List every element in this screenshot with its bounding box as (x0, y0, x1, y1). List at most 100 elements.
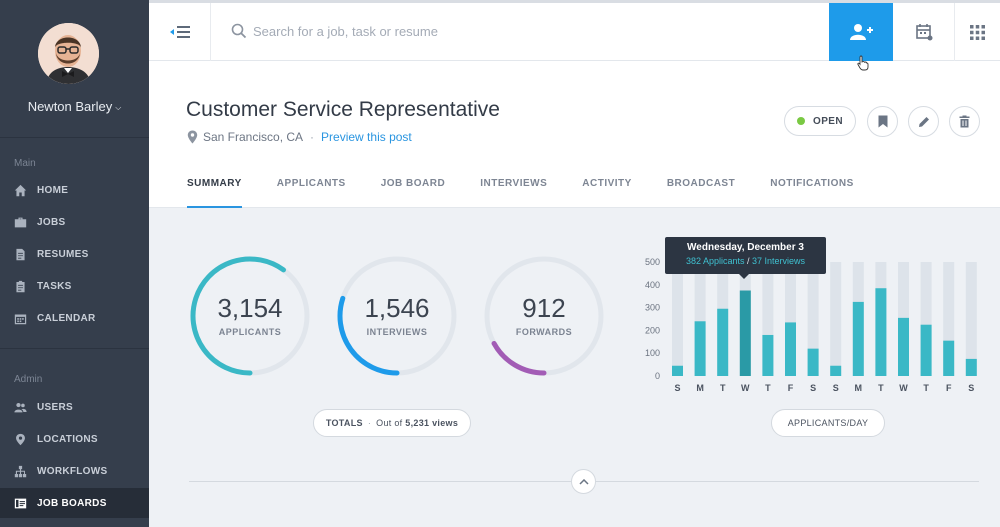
grid-icon (970, 24, 985, 40)
bar-track (807, 262, 819, 376)
tooltip-separator: / (747, 256, 750, 266)
status-label: OPEN (813, 115, 843, 127)
tab-activity[interactable]: ACTIVITY (582, 178, 632, 189)
bar[interactable] (943, 340, 955, 376)
job-location: San Francisco, CA (203, 130, 304, 144)
preview-post-link[interactable]: Preview this post (321, 130, 412, 144)
job-board-icon (14, 498, 27, 508)
bar[interactable] (965, 358, 977, 376)
tooltip-interviews: 37 Interviews (752, 256, 806, 266)
schedule-button[interactable] (893, 3, 955, 61)
users-icon (14, 402, 27, 412)
bar[interactable] (694, 321, 706, 376)
bar[interactable] (920, 324, 932, 376)
y-tick-label: 0 (655, 371, 660, 381)
bar[interactable] (807, 348, 819, 376)
sidebar-item-locations[interactable]: LOCATIONS (0, 424, 149, 454)
sidebar-item-resumes[interactable]: RESUMES (0, 239, 149, 269)
menu-toggle-button[interactable] (149, 3, 211, 61)
sidebar-item-jobs[interactable]: JOBS (0, 207, 149, 237)
trash-icon (959, 115, 970, 128)
x-tick-label: T (720, 383, 726, 393)
search-input[interactable] (253, 19, 653, 43)
stat-label: INTERVIEWS (366, 327, 428, 337)
x-tick-label: S (968, 383, 974, 393)
tab-notifications[interactable]: NOTIFICATIONS (770, 178, 854, 189)
totals-views: 5,231 views (405, 418, 459, 428)
section-label-admin: Admin (14, 374, 43, 385)
collapse-button[interactable] (571, 469, 596, 494)
stat-label: FORWARDS (515, 327, 573, 337)
bar[interactable] (672, 365, 683, 376)
sidebar-item-label: WORKFLOWS (37, 465, 108, 477)
x-tick-label: S (674, 383, 680, 393)
tooltip-date: Wednesday, December 3 (687, 242, 804, 253)
apps-grid-button[interactable] (955, 3, 1000, 61)
chart-tooltip: Wednesday, December 3 382 Applicants / 3… (665, 237, 826, 279)
bar[interactable] (785, 322, 796, 376)
chart-mode-label: APPLICANTS/DAY (787, 418, 869, 428)
bookmark-icon (878, 115, 887, 128)
bar[interactable] (898, 317, 909, 376)
x-tick-label: T (765, 383, 771, 393)
edit-button[interactable] (908, 106, 939, 137)
bar[interactable] (830, 365, 842, 376)
bar-track (785, 262, 796, 376)
sidebar-item-label: USERS (37, 401, 73, 413)
sidebar-item-label: RESUMES (37, 248, 89, 260)
x-tick-label: F (946, 383, 952, 393)
add-user-button[interactable] (829, 3, 893, 61)
sidebar-item-label: JOBS (37, 216, 66, 228)
x-tick-label: W (741, 383, 750, 393)
y-tick-label: 200 (645, 325, 660, 335)
x-tick-label: M (855, 383, 863, 393)
chart-mode-button[interactable]: APPLICANTS/DAY (771, 409, 885, 437)
sidebar-item-tasks[interactable]: TASKS (0, 271, 149, 301)
tab-job-board[interactable]: JOB BOARD (380, 178, 446, 189)
bar[interactable] (875, 288, 887, 376)
status-open-button[interactable]: OPEN (784, 106, 856, 136)
tab-broadcast[interactable]: BROADCAST (666, 178, 736, 189)
delete-button[interactable] (949, 106, 980, 137)
totals-button[interactable]: TOTALS · Out of 5,231 views (313, 409, 471, 437)
stat-label: APPLICANTS (218, 327, 282, 337)
x-tick-label: F (788, 383, 794, 393)
tab-applicants[interactable]: APPLICANTS (276, 178, 346, 189)
sidebar-item-home[interactable]: HOME (0, 175, 149, 205)
x-tick-label: W (899, 383, 908, 393)
x-tick-label: M (696, 383, 704, 393)
bar[interactable] (762, 334, 774, 376)
totals-label: TOTALS (325, 418, 363, 428)
workflow-icon (14, 465, 27, 477)
y-tick-label: 500 (645, 257, 660, 267)
sidebar: Newton Barley ⌵ Main HOME JOBS RESUMES TA… (0, 0, 149, 527)
ring-progress-arc (190, 256, 287, 376)
map-pin-icon (187, 130, 198, 144)
top-bar (149, 0, 1000, 61)
ring-chart (337, 256, 457, 376)
user-menu[interactable]: Newton Barley ⌵ (0, 99, 149, 114)
bar[interactable] (852, 301, 864, 376)
totals-text: Out of (376, 418, 403, 428)
x-tick-label: T (923, 383, 929, 393)
sidebar-item-job-boards[interactable]: JOB BOARDS (0, 488, 149, 518)
bar-track (694, 262, 706, 376)
chevron-up-icon (578, 478, 589, 485)
bar[interactable] (717, 308, 729, 376)
stat-value: 912 (522, 293, 566, 323)
sidebar-item-calendar[interactable]: CALENDAR (0, 303, 149, 333)
bar[interactable] (739, 290, 751, 377)
bar-track (672, 262, 683, 376)
tab-interviews[interactable]: INTERVIEWS (480, 178, 548, 189)
stat-forwards: 912 FORWARDS (483, 255, 605, 377)
tab-summary[interactable]: SUMMARY (187, 178, 242, 208)
bookmark-button[interactable] (867, 106, 898, 137)
sidebar-item-users[interactable]: USERS (0, 392, 149, 422)
separator-dot: · (367, 418, 372, 428)
stat-applicants: 3,154 APPLICANTS (189, 255, 311, 377)
x-tick-label: S (810, 383, 816, 393)
briefcase-icon (14, 217, 27, 227)
sidebar-item-workflows[interactable]: WORKFLOWS (0, 456, 149, 486)
avatar[interactable] (38, 23, 99, 84)
status-indicator (797, 117, 806, 125)
